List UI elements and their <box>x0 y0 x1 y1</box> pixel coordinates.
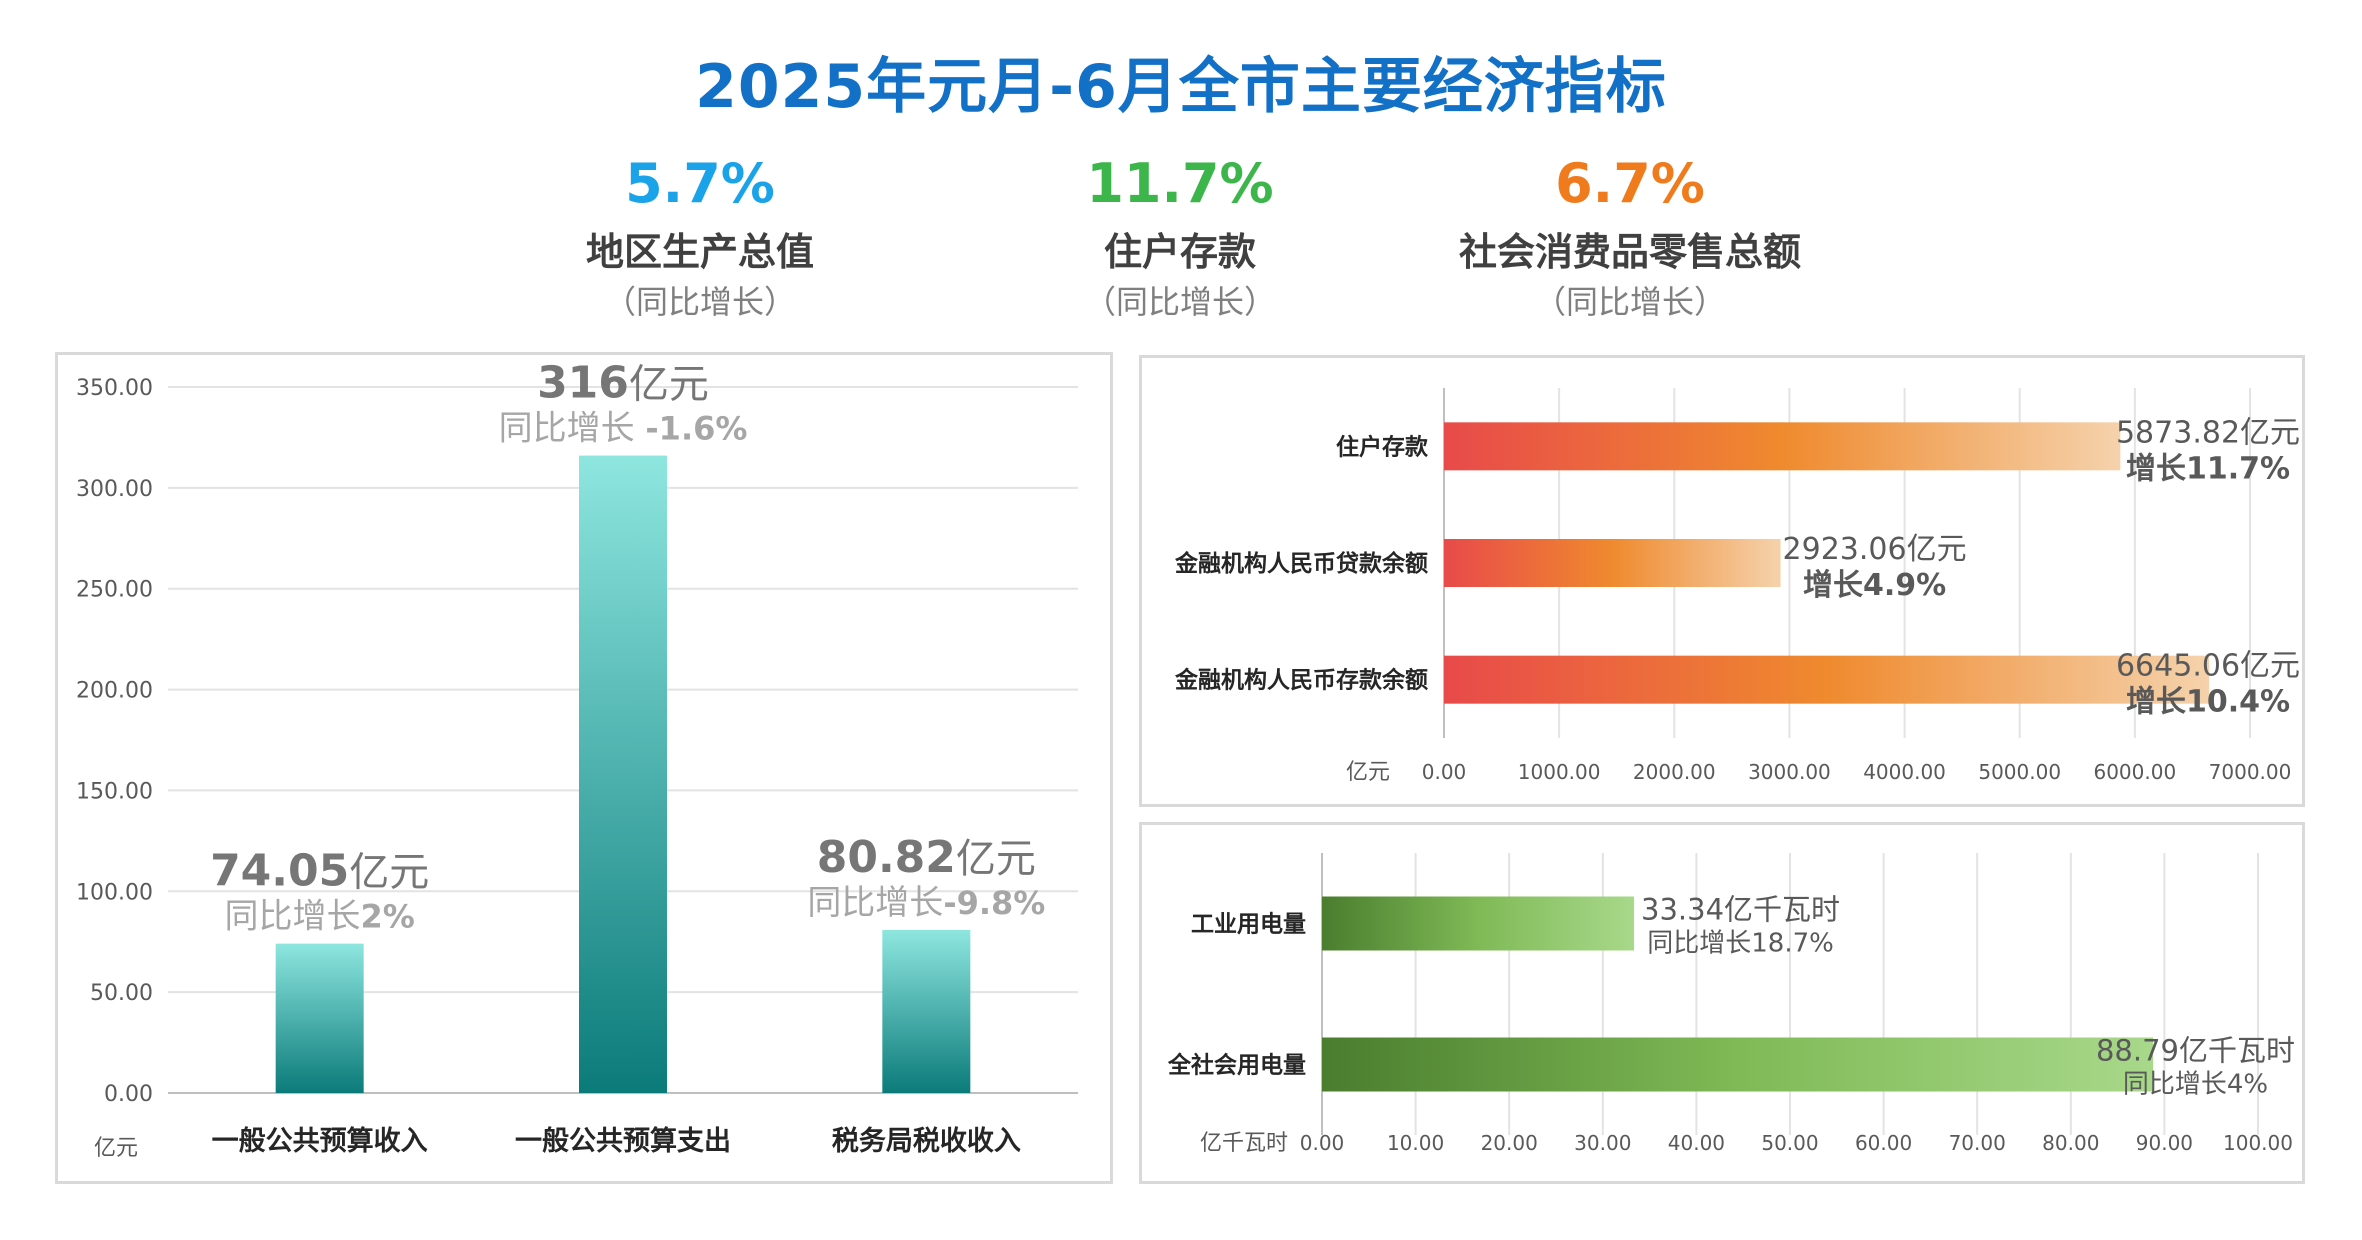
data-label-value: 2923.06亿元 <box>1783 532 1967 567</box>
kpi-deposits: 11.7% 住户存款 （同比增长） <box>1000 152 1360 322</box>
kpi-retail-value: 6.7% <box>1555 152 1705 215</box>
x-category-label: 一般公共预算支出 <box>515 1125 731 1157</box>
kpi-deposits-sub: （同比增长） <box>1083 283 1276 321</box>
bar <box>275 943 364 1093</box>
x-tick-label: 80.00 <box>2042 1131 2099 1155</box>
bar <box>1322 1037 2154 1092</box>
x-tick-label: 70.00 <box>1949 1131 2006 1155</box>
data-label-growth: 同比增长2% <box>225 897 415 937</box>
y-tick-label: 300.00 <box>76 477 153 502</box>
data-label-value: 80.82亿元 <box>817 832 1036 883</box>
x-tick-label: 50.00 <box>1761 1131 1818 1155</box>
kpi-deposits-value: 11.7% <box>1086 152 1274 215</box>
x-tick-label: 6000.00 <box>2093 760 2176 784</box>
x-unit-label: 亿元 <box>1346 760 1390 785</box>
data-label-value: 88.79亿千瓦时 <box>2096 1034 2295 1068</box>
electricity-bar-chart: 0.00 10.00 20.00 30.00 40.00 50.00 60.00 70.00 8… <box>1167 853 2295 1156</box>
kpi-gdp: 5.7% 地区生产总值 （同比增长） <box>520 152 880 322</box>
x-tick-label: 10.00 <box>1387 1131 1444 1155</box>
y-category-label: 金融机构人民币贷款余额 <box>1174 550 1428 577</box>
x-tick-label: 100.00 <box>2223 1131 2293 1155</box>
kpi-retail-sub: （同比增长） <box>1533 283 1726 321</box>
y-category-label: 全社会用电量 <box>1167 1052 1306 1079</box>
electricity-chart-panel: 0.00 10.00 20.00 30.00 40.00 50.00 60.00 70.00 8… <box>1139 822 2305 1184</box>
budget-chart-panel: 0.00 50.00 100.00 150.00 200.00 250.00 300.00 3… <box>55 352 1113 1184</box>
x-tick-label: 3000.00 <box>1748 760 1831 784</box>
budget-bar-chart: 0.00 50.00 100.00 150.00 200.00 250.00 300.00 3… <box>76 358 1078 1161</box>
x-tick-label: 5000.00 <box>1978 760 2061 784</box>
data-label-growth: 同比增长 -1.6% <box>499 409 748 449</box>
y-category-label: 住户存款 <box>1336 433 1429 460</box>
y-category-label: 工业用电量 <box>1191 912 1306 938</box>
x-category-label: 一般公共预算收入 <box>212 1125 428 1157</box>
y-category-label: 金融机构人民币存款余额 <box>1174 667 1428 694</box>
kpi-gdp-name: 地区生产总值 <box>585 230 814 274</box>
kpi-gdp-sub: （同比增长） <box>603 283 796 321</box>
data-label-value: 5873.82亿元 <box>2116 415 2300 450</box>
y-tick-label: 100.00 <box>76 880 153 905</box>
bar <box>1444 655 2210 704</box>
y-tick-label: 250.00 <box>76 578 153 603</box>
x-tick-label: 40.00 <box>1668 1131 1725 1155</box>
x-category-label: 税务局税收收入 <box>832 1126 1021 1157</box>
data-label-value: 33.34亿千瓦时 <box>1641 893 1840 927</box>
x-tick-label: 90.00 <box>2136 1131 2193 1155</box>
kpi-deposits-name: 住户存款 <box>1103 230 1256 274</box>
bar <box>1444 422 2121 471</box>
bar <box>579 455 667 1093</box>
x-unit-label: 亿千瓦时 <box>1200 1131 1288 1156</box>
data-label-value: 6645.06亿元 <box>2116 649 2300 684</box>
page-title: 2025年元月-6月全市主要经济指标 <box>695 52 1667 122</box>
x-tick-label: 4000.00 <box>1863 760 1946 784</box>
bar <box>1322 896 1635 951</box>
x-tick-label: 30.00 <box>1574 1131 1631 1155</box>
kpi-retail: 6.7% 社会消费品零售总额 （同比增长） <box>1390 152 1870 322</box>
x-tick-label: 20.00 <box>1481 1131 1538 1155</box>
y-tick-label: 350.00 <box>76 376 153 401</box>
kpi-gdp-value: 5.7% <box>625 152 775 215</box>
x-tick-label: 0.00 <box>1422 760 1467 784</box>
data-label-value: 316亿元 <box>537 358 709 409</box>
bar <box>1444 539 1781 587</box>
y-tick-label: 50.00 <box>90 981 153 1006</box>
data-label-growth: 增长4.9% <box>1803 568 1946 603</box>
kpi-retail-name: 社会消费品零售总额 <box>1458 230 1801 274</box>
data-label-growth: 增长11.7% <box>2126 451 2290 486</box>
x-tick-label: 0.00 <box>1300 1131 1345 1155</box>
y-tick-label: 0.00 <box>104 1082 153 1107</box>
y-tick-label: 200.00 <box>76 679 153 704</box>
x-tick-label: 60.00 <box>1855 1131 1912 1155</box>
y-tick-label: 150.00 <box>76 779 153 804</box>
data-label-growth: 同比增长4% <box>2123 1070 2268 1100</box>
data-label-growth: 同比增长-9.8% <box>807 883 1045 923</box>
finance-bar-chart: 0.00 1000.00 2000.00 3000.00 4000.00 5000.00 6… <box>1174 388 2300 785</box>
finance-chart-panel: 0.00 1000.00 2000.00 3000.00 4000.00 5000.00 6… <box>1139 355 2305 807</box>
data-label-growth: 同比增长18.7% <box>1647 929 1834 959</box>
data-label-value: 74.05亿元 <box>210 846 429 897</box>
x-tick-label: 1000.00 <box>1518 760 1601 784</box>
x-tick-label: 2000.00 <box>1633 760 1716 784</box>
data-label-growth: 增长10.4% <box>2126 685 2290 720</box>
x-tick-label: 7000.00 <box>2209 760 2292 784</box>
bar <box>882 929 971 1093</box>
y-unit-label: 亿元 <box>94 1136 138 1161</box>
